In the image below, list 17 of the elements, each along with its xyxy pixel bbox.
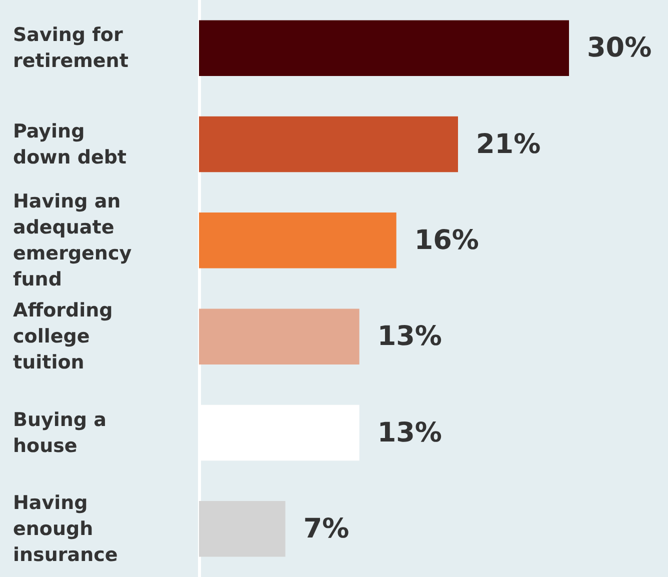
y-tick-label: Having an adequate emergency fund — [13, 190, 138, 290]
bar — [199, 20, 569, 76]
y-tick-label: Affording college tuition — [13, 300, 120, 374]
data-label: 7% — [303, 513, 350, 544]
bar — [199, 212, 396, 268]
bar — [199, 501, 286, 557]
data-label: 30% — [587, 32, 652, 64]
y-tick-label: Having enough insurance — [13, 492, 118, 566]
y-tick-label: Paying down debt — [13, 120, 127, 168]
y-tick-label: Saving for retirement — [13, 24, 130, 72]
data-label: 21% — [476, 128, 541, 160]
data-label: 13% — [377, 417, 442, 448]
y-tick-label: Buying a house — [13, 408, 114, 457]
data-label: 16% — [414, 224, 479, 256]
bar — [199, 308, 360, 364]
bar — [199, 116, 458, 172]
data-label: 13% — [377, 321, 442, 352]
